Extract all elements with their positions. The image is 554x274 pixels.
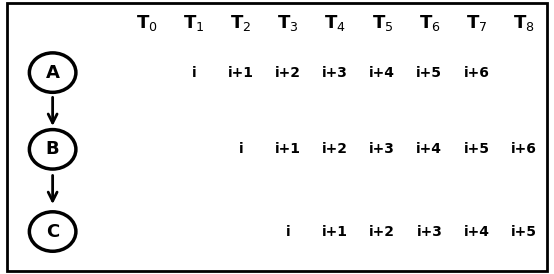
Text: i: i	[286, 224, 290, 239]
Text: i+2: i+2	[370, 224, 395, 239]
Text: i+3: i+3	[370, 142, 395, 156]
Text: T$_0$: T$_0$	[136, 13, 158, 33]
Text: i+1: i+1	[275, 142, 301, 156]
Text: i+3: i+3	[322, 65, 348, 80]
Text: C: C	[46, 222, 59, 241]
Text: T$_4$: T$_4$	[324, 13, 346, 33]
Text: i+6: i+6	[511, 142, 536, 156]
Text: i+5: i+5	[417, 65, 442, 80]
Text: i+4: i+4	[370, 65, 395, 80]
Text: T$_7$: T$_7$	[466, 13, 487, 33]
Text: i+4: i+4	[464, 224, 489, 239]
Text: i: i	[239, 142, 243, 156]
Text: i+6: i+6	[464, 65, 489, 80]
Ellipse shape	[29, 130, 76, 169]
Ellipse shape	[29, 212, 76, 251]
Text: T$_6$: T$_6$	[418, 13, 440, 33]
Text: i+2: i+2	[275, 65, 301, 80]
Text: T$_3$: T$_3$	[278, 13, 299, 33]
Ellipse shape	[29, 53, 76, 92]
Text: i+1: i+1	[322, 224, 348, 239]
Text: i+1: i+1	[228, 65, 254, 80]
Text: B: B	[46, 140, 59, 158]
Text: i+4: i+4	[417, 142, 442, 156]
Text: T$_5$: T$_5$	[372, 13, 393, 33]
Text: i: i	[192, 65, 196, 80]
Text: i+5: i+5	[464, 142, 489, 156]
Text: i+3: i+3	[417, 224, 442, 239]
Text: i+5: i+5	[511, 224, 536, 239]
Text: T$_2$: T$_2$	[230, 13, 252, 33]
Text: T$_1$: T$_1$	[183, 13, 204, 33]
Text: A: A	[45, 64, 60, 82]
Text: T$_8$: T$_8$	[512, 13, 535, 33]
Text: i+2: i+2	[322, 142, 348, 156]
